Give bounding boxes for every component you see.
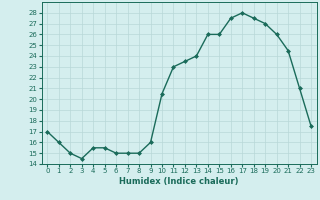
X-axis label: Humidex (Indice chaleur): Humidex (Indice chaleur) [119, 177, 239, 186]
